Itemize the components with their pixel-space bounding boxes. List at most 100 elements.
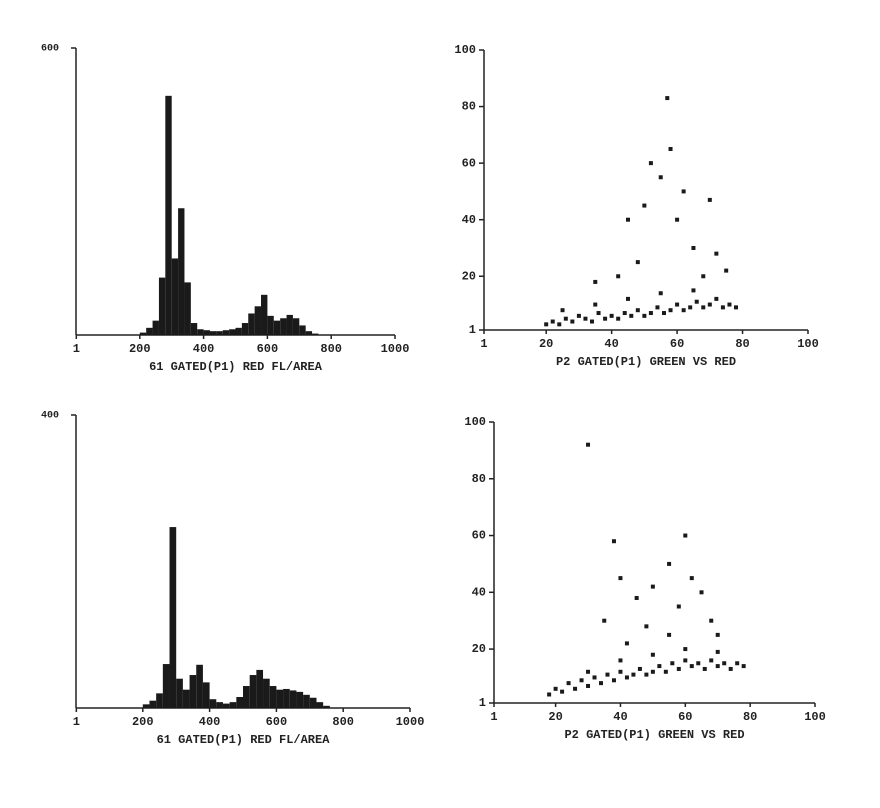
histogram-bar	[241, 323, 249, 335]
histogram-bar	[229, 702, 237, 708]
x-axis-title: P2 GATED(P1) GREEN VS RED	[556, 355, 736, 369]
scatter-point	[675, 302, 680, 307]
scatter-point	[605, 672, 610, 677]
x-tick-label: 200	[132, 715, 154, 729]
histogram-bar	[303, 694, 310, 708]
histogram-bar	[139, 332, 147, 335]
scatter-point	[648, 161, 653, 166]
scatter-point	[720, 305, 725, 310]
histogram-bar	[269, 686, 277, 708]
scatter-point	[637, 666, 642, 671]
scatter-point	[544, 322, 549, 327]
histogram-bar	[256, 669, 264, 708]
histogram-bar	[261, 294, 268, 335]
scatter-point	[583, 316, 588, 321]
histogram-bar	[236, 697, 243, 708]
histogram-bar	[312, 333, 319, 335]
scatter-point	[683, 647, 688, 652]
histogram-bar	[209, 331, 217, 335]
x-tick-label: 400	[199, 715, 221, 729]
scatter-point	[715, 649, 720, 654]
histogram-bar	[203, 330, 210, 335]
scatter-point	[668, 146, 673, 151]
histogram-bar	[156, 693, 163, 708]
histogram-bar	[176, 678, 183, 708]
scatter-point	[609, 313, 614, 318]
y-tick-label: 60	[472, 529, 486, 543]
histogram-bar	[249, 675, 257, 708]
scatter-point	[648, 311, 653, 316]
scatter-point	[616, 316, 621, 321]
scatter-point	[622, 311, 627, 316]
scatter-point	[599, 681, 603, 686]
scatter-point	[576, 313, 581, 318]
scatter-point	[626, 296, 630, 301]
scatter-point	[602, 618, 607, 623]
histogram-bar	[289, 690, 297, 708]
scatter-point	[722, 661, 727, 666]
x-axis-title: 61 GATED(P1) RED FL/AREA	[157, 733, 331, 747]
histogram-bar	[158, 277, 166, 335]
scatter-point	[550, 319, 555, 324]
histogram-bar	[190, 323, 198, 335]
y-tick-label: 80	[462, 100, 476, 114]
histogram-bar	[267, 315, 274, 335]
scatter-point	[650, 652, 655, 657]
histogram-bar	[292, 318, 300, 335]
scatter-point	[611, 678, 616, 683]
scatter-point	[560, 689, 565, 694]
histogram-bar	[222, 703, 230, 708]
scatter-point	[618, 576, 623, 581]
y-tick-label: 100	[454, 43, 476, 57]
x-tick-label: 1	[73, 342, 80, 356]
histogram-bar	[202, 682, 210, 708]
histogram-bar	[248, 313, 255, 335]
histogram-bar	[316, 702, 324, 708]
scatter-point	[586, 683, 591, 688]
scatter-point	[635, 260, 640, 265]
histogram-bar	[309, 697, 317, 708]
scatter-point	[668, 308, 673, 313]
scatter-point	[675, 217, 680, 222]
histogram-bar	[283, 688, 290, 708]
x-tick-label: 800	[332, 715, 354, 729]
histogram-bar	[235, 327, 242, 335]
histogram-bar	[209, 699, 217, 708]
scatter-point	[691, 245, 696, 250]
histogram-bar	[222, 330, 230, 335]
histogram-bar	[305, 331, 313, 335]
scatter-point	[592, 675, 597, 680]
scatter-point	[557, 322, 562, 327]
y-tick-label: 1	[469, 323, 476, 337]
x-tick-label: 200	[129, 342, 151, 356]
x-tick-label: 1	[490, 710, 497, 724]
scatter-point	[579, 678, 584, 683]
histogram-bar	[146, 327, 153, 335]
x-axis-title: P2 GATED(P1) GREEN VS RED	[564, 728, 744, 742]
y-tick-label: 400	[41, 411, 59, 422]
scatter-point	[560, 308, 565, 313]
scatter-point	[701, 274, 706, 279]
scatter-point	[709, 618, 714, 623]
scatter-point	[616, 274, 621, 279]
scatter-point	[624, 641, 629, 646]
histogram-bar	[162, 664, 170, 708]
x-tick-label: 1000	[396, 715, 425, 729]
scatter-point	[603, 316, 608, 321]
scatter-point	[626, 217, 630, 222]
scatter-point	[663, 669, 668, 674]
scatter-point	[707, 302, 712, 307]
histogram-bar	[323, 705, 330, 708]
scatter-point	[618, 658, 623, 663]
x-tick-label: 100	[804, 710, 826, 724]
histogram-bar	[197, 329, 204, 335]
scatter-point	[735, 661, 740, 666]
scatter-point	[702, 666, 707, 671]
y-tick-label: 20	[472, 642, 486, 656]
histogram-bar	[229, 329, 236, 335]
scatter-point	[683, 658, 688, 663]
histogram-bar	[299, 325, 306, 335]
y-tick-label: 600	[41, 44, 59, 55]
